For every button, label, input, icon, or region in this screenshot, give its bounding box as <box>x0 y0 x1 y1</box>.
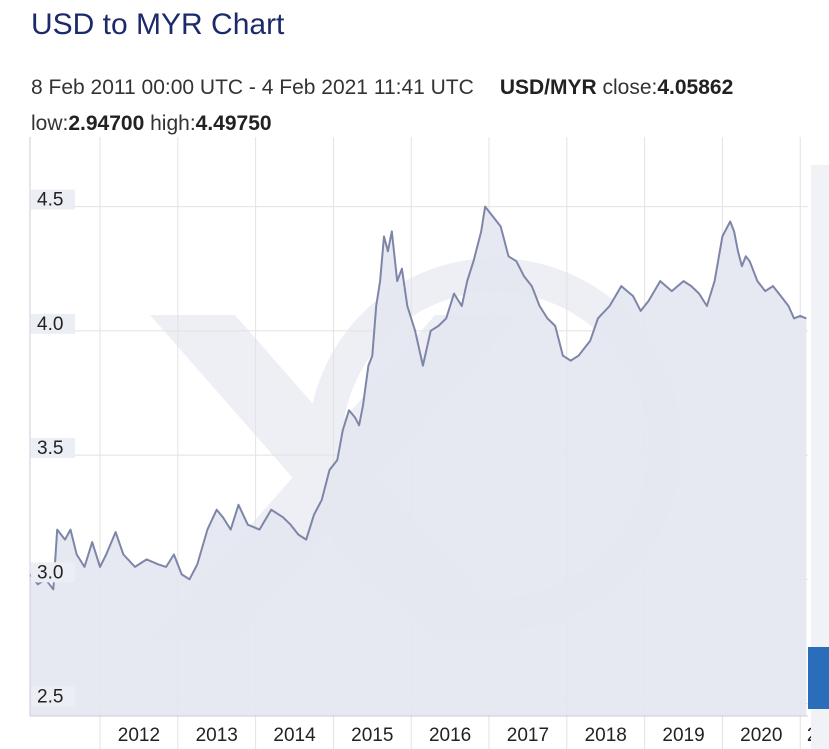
chart-summary-range: low:2.94700 high:4.49750 <box>31 112 272 136</box>
series-line <box>29 205 807 591</box>
y-tick-label: 4.5 <box>37 190 63 211</box>
x-tick-label: 2015 <box>351 725 393 746</box>
y-axis-ticks: 4.5 4.0 3.5 3.0 2.5 <box>31 189 75 708</box>
x-tick-label: 2014 <box>273 725 316 746</box>
y-tick-label-bg <box>31 313 75 334</box>
x-tick-label: 2019 <box>662 725 704 746</box>
page-title: USD to MYR Chart <box>31 8 285 41</box>
pair-label: USD/MYR <box>499 76 597 99</box>
high-label: high: <box>150 112 196 135</box>
y-tick-label: 3.0 <box>37 562 63 583</box>
x-tick-label: 2016 <box>429 725 471 746</box>
x-tick-label: 2018 <box>585 725 627 746</box>
close-value: 4.05862 <box>657 76 734 99</box>
x-tick-label: 2020 <box>740 725 782 746</box>
y-tick-label-bg <box>31 686 75 707</box>
navigator-handle[interactable] <box>808 647 829 709</box>
low-value: 2.94700 <box>68 112 145 135</box>
y-tick-label: 3.5 <box>37 438 63 459</box>
date-range: 8 Feb 2011 00:00 UTC - 4 Feb 2021 11:41 … <box>31 76 474 99</box>
x-tick-label: 2017 <box>507 725 549 746</box>
y-tick-label: 4.0 <box>37 314 63 335</box>
series-area <box>30 206 807 716</box>
chart-summary: 8 Feb 2011 00:00 UTC - 4 Feb 2021 11:41 … <box>31 76 733 100</box>
high-value: 4.49750 <box>195 112 272 135</box>
x-axis-ticks: 2012201320142015201620172018201920202 <box>118 725 818 746</box>
range-navigator[interactable] <box>808 165 829 749</box>
y-tick-label-bg <box>31 562 75 583</box>
close-label: close: <box>602 76 658 99</box>
y-tick-label: 2.5 <box>37 687 63 708</box>
low-label: low: <box>31 112 69 135</box>
x-tick-label: 2013 <box>196 725 238 746</box>
y-tick-label-bg <box>31 189 75 210</box>
x-tick-label: 2012 <box>118 725 160 746</box>
chart-axes <box>29 137 808 717</box>
navigator-track[interactable] <box>811 165 829 749</box>
y-tick-label-bg <box>31 438 75 459</box>
